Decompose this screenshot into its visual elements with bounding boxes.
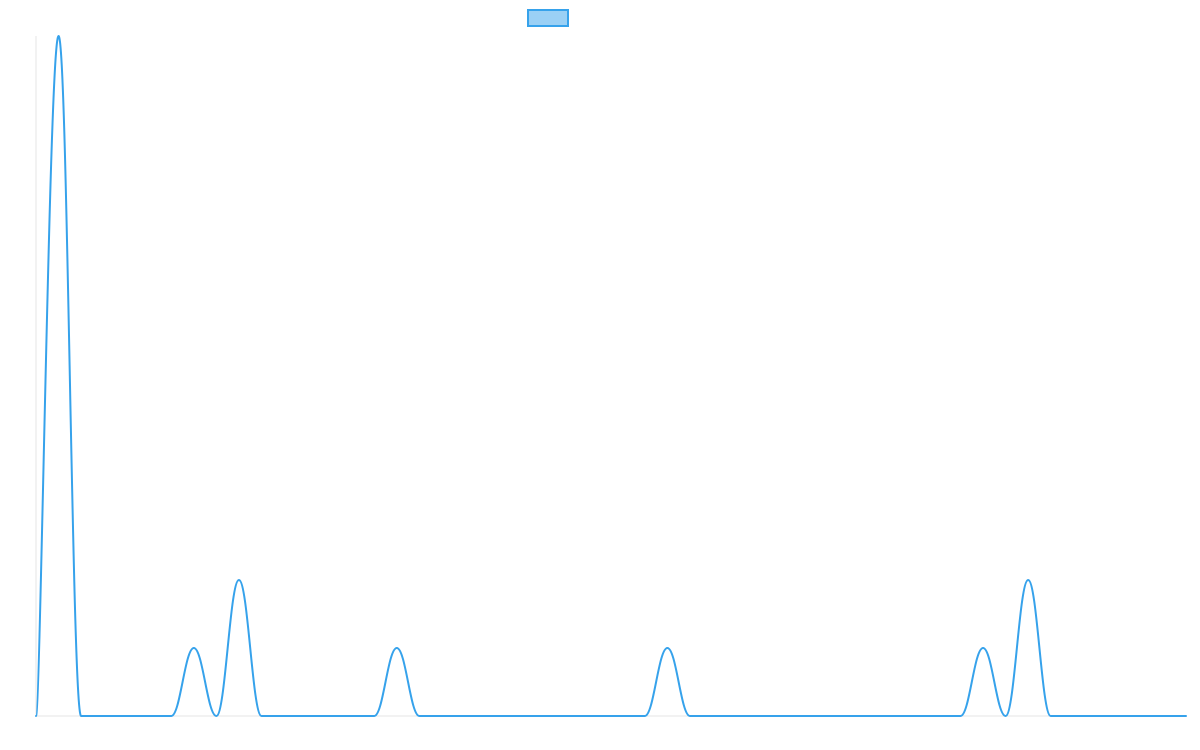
data-point[interactable] [53, 30, 65, 42]
data-point[interactable] [98, 710, 110, 722]
data-point[interactable] [188, 642, 200, 654]
data-point[interactable] [842, 710, 854, 722]
data-point[interactable] [684, 710, 696, 722]
data-point[interactable] [661, 642, 673, 654]
data-point[interactable] [1090, 710, 1102, 722]
data-point[interactable] [594, 710, 606, 722]
data-point[interactable] [932, 710, 944, 722]
data-point[interactable] [752, 710, 764, 722]
data-point[interactable] [504, 710, 516, 722]
data-point[interactable] [571, 710, 583, 722]
data-point[interactable] [233, 574, 245, 586]
data-point[interactable] [616, 710, 628, 722]
data-point[interactable] [887, 710, 899, 722]
legend-swatch[interactable] [527, 9, 569, 27]
series-line [35, 35, 1187, 717]
data-point[interactable] [143, 710, 155, 722]
data-point[interactable] [458, 710, 470, 722]
data-point[interactable] [864, 710, 876, 722]
data-point[interactable] [323, 710, 335, 722]
data-point[interactable] [797, 710, 809, 722]
data-point[interactable] [549, 710, 561, 722]
data-point[interactable] [1045, 710, 1057, 722]
points-layer [30, 30, 1192, 722]
data-point[interactable] [526, 710, 538, 722]
series-layer [35, 35, 1187, 717]
data-point[interactable] [368, 710, 380, 722]
data-point[interactable] [1180, 710, 1192, 722]
data-point[interactable] [165, 710, 177, 722]
axes [35, 36, 1186, 717]
data-point[interactable] [1135, 710, 1147, 722]
data-point[interactable] [819, 710, 831, 722]
data-point[interactable] [413, 710, 425, 722]
data-point[interactable] [639, 710, 651, 722]
data-point[interactable] [1112, 710, 1124, 722]
data-point[interactable] [1000, 710, 1012, 722]
data-point[interactable] [210, 710, 222, 722]
data-point[interactable] [391, 642, 403, 654]
data-point[interactable] [1157, 710, 1169, 722]
data-point[interactable] [346, 710, 358, 722]
data-point[interactable] [1022, 574, 1034, 586]
data-point[interactable] [481, 710, 493, 722]
data-point[interactable] [729, 710, 741, 722]
data-point[interactable] [977, 642, 989, 654]
data-point[interactable] [278, 710, 290, 722]
data-point[interactable] [774, 710, 786, 722]
data-point[interactable] [255, 710, 267, 722]
data-point[interactable] [955, 710, 967, 722]
data-point[interactable] [436, 710, 448, 722]
data-point[interactable] [75, 710, 87, 722]
data-point[interactable] [30, 710, 42, 722]
data-point[interactable] [1067, 710, 1079, 722]
data-point[interactable] [909, 710, 921, 722]
legend[interactable] [527, 9, 569, 27]
data-point[interactable] [120, 710, 132, 722]
data-point[interactable] [706, 710, 718, 722]
data-point[interactable] [301, 710, 313, 722]
